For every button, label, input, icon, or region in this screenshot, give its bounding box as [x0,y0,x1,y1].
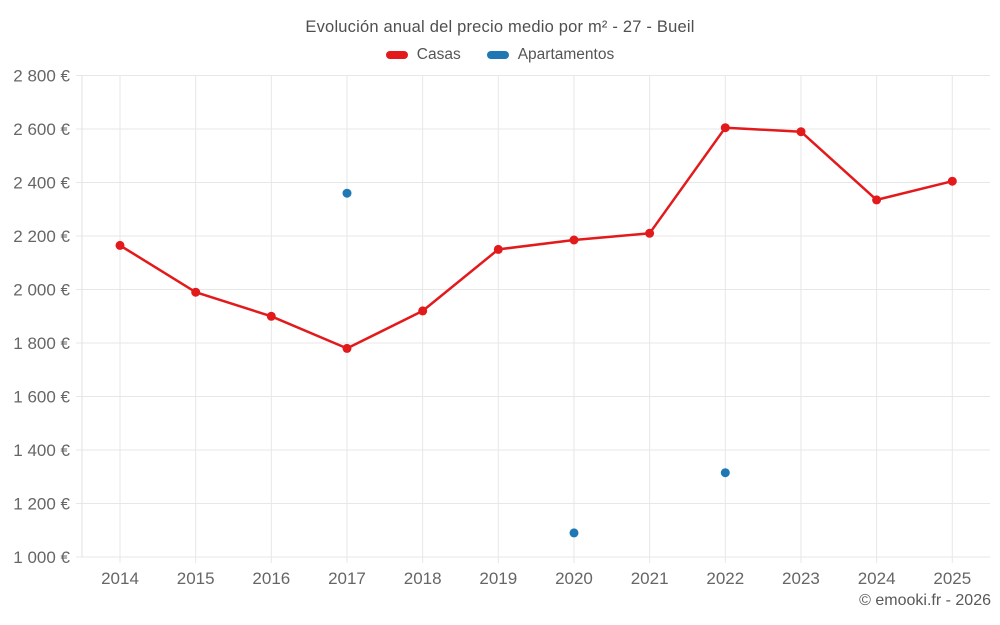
y-tick-label: 2 600 € [13,120,70,139]
y-tick-label: 2 000 € [13,281,70,300]
legend-item-apartamentos[interactable]: Apartamentos [486,46,615,64]
casas-point[interactable] [493,244,503,254]
y-tick-label: 1 000 € [13,548,70,567]
chart-title: Evolución anual del precio medio por m² … [305,18,695,36]
x-tick-label: 2017 [328,569,366,588]
y-tick-label: 1 200 € [13,495,70,514]
apartamentos-legend-swatch-icon [486,51,509,59]
casas-legend-swatch-icon [385,51,408,59]
x-tick-label: 2024 [858,569,896,588]
legend-label-apartamentos: Apartamentos [517,46,615,63]
y-tick-label: 2 400 € [13,174,70,193]
casas-point[interactable] [720,123,730,133]
y-tick-label: 1 600 € [13,388,70,407]
legend-item-casas[interactable]: Casas [385,46,461,64]
copyright: © emooki.fr - 2026 [859,592,991,609]
casas-point[interactable] [645,228,655,238]
x-tick-label: 2020 [555,569,593,588]
y-tick-label: 1 400 € [13,441,70,460]
x-tick-label: 2016 [252,569,290,588]
casas-point[interactable] [796,127,806,137]
x-tick-label: 2019 [479,569,517,588]
x-tick-label: 2014 [101,569,139,588]
x-tick-label: 2015 [177,569,215,588]
casas-point[interactable] [569,235,579,245]
x-tick-label: 2021 [631,569,669,588]
legend-label-casas: Casas [416,46,461,63]
casas-point[interactable] [191,287,201,297]
x-tick-label: 2022 [706,569,744,588]
apartamentos-point[interactable] [720,468,730,478]
casas-line [118,126,954,350]
casas-point[interactable] [418,306,428,316]
apartamentos-point[interactable] [342,188,352,198]
legend: Casas Apartamentos [0,46,1000,64]
y-tick-label: 1 800 € [13,334,70,353]
apartamentos-point[interactable] [569,528,579,538]
x-tick-label: 2025 [933,569,971,588]
x-tick-label: 2023 [782,569,820,588]
x-tick-label: 2018 [404,569,442,588]
y-tick-label: 2 800 € [13,67,70,86]
casas-point[interactable] [266,311,276,321]
casas-point[interactable] [947,176,957,186]
casas-point[interactable] [115,240,125,250]
casas-point[interactable] [872,195,882,205]
casas-point[interactable] [342,343,352,353]
y-tick-label: 2 200 € [13,227,70,246]
